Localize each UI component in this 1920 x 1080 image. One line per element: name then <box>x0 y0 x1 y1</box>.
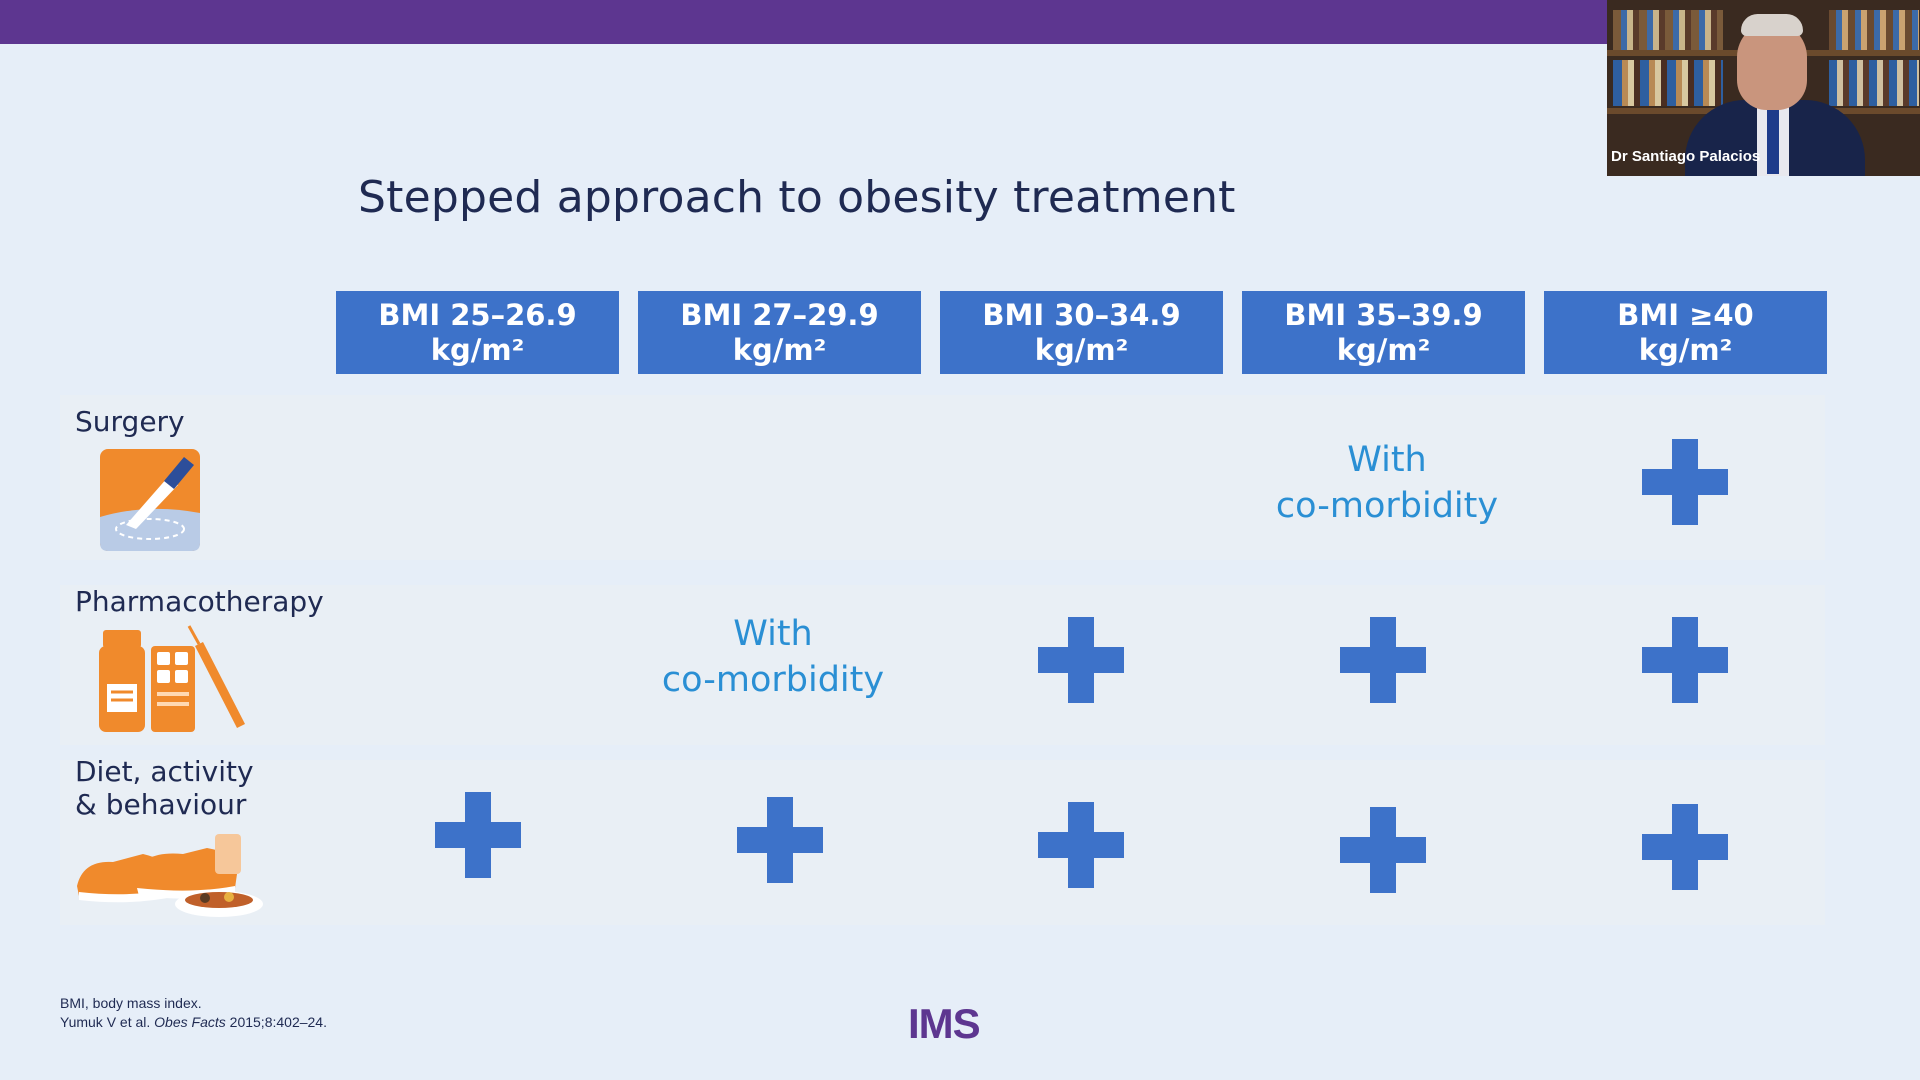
row-label-pharmacotherapy: Pharmacotherapy <box>75 585 324 618</box>
reference-authors: Yumuk V et al. <box>60 1014 151 1030</box>
medication-icon <box>95 624 255 740</box>
comorbidity-line2: co-morbidity <box>1275 486 1499 526</box>
speaker-video: Dr Santiago Palacios <box>1607 0 1920 176</box>
plus-icon <box>435 792 521 878</box>
speaker-name-label: Dr Santiago Palacios <box>1611 148 1761 165</box>
bmi-header-3: BMI 30–34.9 kg/m² <box>940 291 1223 374</box>
with-comorbidity-pharmacotherapy: With co-morbidity <box>623 611 923 703</box>
plus-icon <box>1340 617 1426 703</box>
speaker-head <box>1737 22 1807 110</box>
reference-details: 2015;8:402–24. <box>229 1014 327 1030</box>
diet-label-line2: & behaviour <box>75 788 247 821</box>
ims-logo: IMS <box>908 1000 981 1047</box>
comorbidity-line2: co-morbidity <box>661 660 885 700</box>
bmi-header-2: BMI 27–29.9 kg/m² <box>638 291 921 374</box>
row-band-surgery <box>60 395 1825 560</box>
bmi-range: BMI 35–39.9 <box>1284 297 1483 332</box>
plus-icon <box>1642 617 1728 703</box>
speaker-hair <box>1741 14 1803 36</box>
plus-icon <box>1642 439 1728 525</box>
row-label-diet: Diet, activity & behaviour <box>75 755 254 821</box>
plus-icon <box>1642 804 1728 890</box>
bmi-unit: kg/m² <box>430 332 525 367</box>
footnote-abbreviation: BMI, body mass index. <box>60 995 202 1011</box>
bmi-unit: kg/m² <box>732 332 827 367</box>
books <box>1829 10 1919 50</box>
bmi-unit: kg/m² <box>1638 332 1733 367</box>
bmi-range: BMI 25–26.9 <box>378 297 577 332</box>
row-band-diet <box>60 760 1825 925</box>
comorbidity-line1: With <box>1347 440 1427 480</box>
comorbidity-line1: With <box>733 614 813 654</box>
books <box>1829 60 1919 106</box>
plus-icon <box>1038 617 1124 703</box>
plus-icon <box>1038 802 1124 888</box>
diet-label-line1: Diet, activity <box>75 755 254 788</box>
plus-icon <box>1340 807 1426 893</box>
row-label-surgery: Surgery <box>75 405 185 438</box>
bmi-unit: kg/m² <box>1034 332 1129 367</box>
with-comorbidity-surgery: With co-morbidity <box>1237 437 1537 529</box>
row-band-pharmacotherapy <box>60 585 1825 745</box>
books <box>1613 10 1723 50</box>
slide-title: Stepped approach to obesity treatment <box>358 172 1236 223</box>
bmi-range: BMI 27–29.9 <box>680 297 879 332</box>
shoes-and-food-icon <box>73 830 269 924</box>
bmi-range: BMI ≥40 <box>1617 297 1754 332</box>
bmi-unit: kg/m² <box>1336 332 1431 367</box>
bmi-range: BMI 30–34.9 <box>982 297 1181 332</box>
reference-journal: Obes Facts <box>154 1014 226 1030</box>
bmi-header-1: BMI 25–26.9 kg/m² <box>336 291 619 374</box>
footnote: BMI, body mass index. Yumuk V et al. Obe… <box>60 994 327 1032</box>
plus-icon <box>737 797 823 883</box>
bmi-header-4: BMI 35–39.9 kg/m² <box>1242 291 1525 374</box>
books <box>1613 60 1723 106</box>
speaker-tie <box>1767 108 1779 174</box>
footnote-reference: Yumuk V et al. Obes Facts 2015;8:402–24. <box>60 1013 327 1032</box>
scalpel-icon <box>98 447 202 557</box>
bmi-header-5: BMI ≥40 kg/m² <box>1544 291 1827 374</box>
top-bar <box>0 0 1920 44</box>
